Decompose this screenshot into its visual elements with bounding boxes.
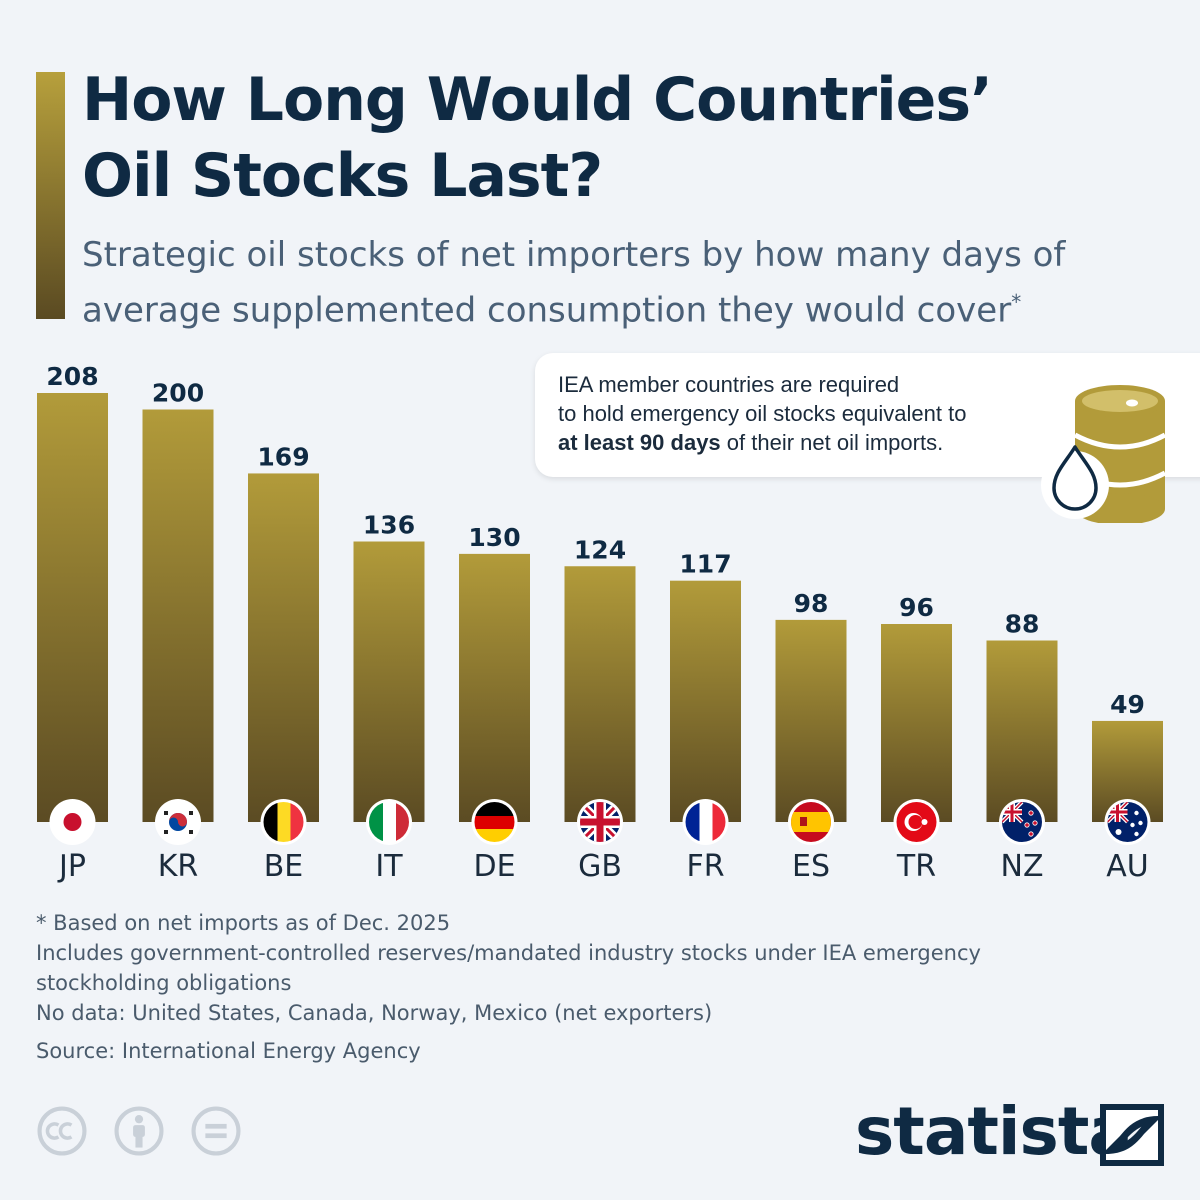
value-label-kr: 200 [152, 379, 204, 408]
bar-group-fr: 117 FR [670, 550, 741, 884]
value-label-tr: 96 [899, 593, 934, 622]
bar-group-tr: 96 TR [881, 593, 952, 884]
subtitle-footnote-mark: * [1011, 290, 1022, 314]
value-label-es: 98 [794, 589, 829, 618]
bar-it[interactable] [353, 541, 425, 823]
japan-flag-icon [49, 799, 96, 845]
value-label-au: 49 [1110, 690, 1145, 719]
bar-group-be: 169 BE [248, 442, 319, 884]
title-line-2: Oil Stocks Last? [82, 141, 603, 211]
category-label-de: DE [473, 849, 515, 884]
title-accent-bar [36, 72, 65, 319]
value-label-gb: 124 [574, 535, 626, 564]
italy-flag-icon [366, 799, 412, 845]
category-label-au: AU [1106, 849, 1148, 884]
bar-group-jp: 208 JP [37, 362, 108, 884]
value-label-fr: 117 [679, 550, 731, 579]
bar-group-kr: 200 KR [142, 379, 214, 884]
callout-line-3: of their net oil imports. [720, 430, 944, 455]
bar-group-au: 49 AU [1092, 690, 1163, 884]
license-icons [36, 1105, 262, 1157]
statista-logo-icon [1100, 1104, 1164, 1166]
category-label-tr: TR [896, 849, 936, 884]
turkey-flag-icon [893, 799, 940, 845]
callout-line-1: IEA member countries are required [558, 372, 900, 397]
bar-kr[interactable] [142, 409, 214, 823]
australia-flag-icon [1104, 799, 1151, 845]
value-label-jp: 208 [46, 362, 98, 391]
uk-flag-icon [577, 799, 623, 845]
value-label-nz: 88 [1005, 610, 1040, 639]
value-label-it: 136 [363, 511, 415, 540]
oil-barrel-icon [1041, 385, 1167, 523]
cc-icon[interactable] [36, 1105, 88, 1157]
category-label-gb: GB [578, 849, 622, 884]
new-zealand-flag-icon [999, 799, 1045, 845]
bar-group-it: 136 IT [353, 511, 425, 884]
bar-de[interactable] [459, 553, 530, 822]
south-korea-flag-icon [155, 799, 201, 845]
value-label-be: 169 [257, 442, 309, 471]
category-label-it: IT [375, 849, 403, 884]
bar-group-nz: 88 NZ [986, 610, 1058, 884]
subtitle-line-1: Strategic oil stocks of net importers by… [82, 235, 1066, 275]
category-label-nz: NZ [1001, 849, 1044, 884]
bar-es[interactable] [775, 619, 847, 822]
callout-text: IEA member countries are required to hol… [558, 370, 1058, 457]
bar-group-es: 98 ES [775, 589, 847, 884]
bar-be[interactable] [248, 473, 319, 822]
category-label-kr: KR [158, 849, 199, 884]
germany-flag-icon [471, 799, 518, 845]
footnote-3: stockholding obligations [36, 971, 292, 995]
statista-logo-wordmark[interactable]: statista [855, 1093, 1133, 1170]
callout-bold-text: at least 90 days [558, 430, 721, 455]
attribution-icon[interactable] [113, 1105, 165, 1157]
footnotes: * Based on net imports as of Dec. 2025 I… [36, 908, 1156, 1066]
category-label-be: BE [264, 849, 304, 884]
source-note: Source: International Energy Agency [36, 1039, 421, 1063]
footnote-4: No data: United States, Canada, Norway, … [36, 1001, 713, 1025]
bar-group-de: 130 DE [459, 523, 530, 884]
bar-group-gb: 124 GB [564, 535, 636, 884]
bar-gb[interactable] [564, 566, 636, 822]
category-label-fr: FR [686, 849, 724, 884]
no-derivatives-icon[interactable] [190, 1105, 242, 1157]
subtitle-line-2: average supplemented consumption they wo… [82, 290, 1012, 331]
page-subtitle: Strategic oil stocks of net importers by… [82, 232, 1182, 334]
value-label-de: 130 [468, 523, 520, 552]
bar-tr[interactable] [881, 624, 952, 822]
category-label-es: ES [792, 849, 830, 884]
bar-jp[interactable] [37, 393, 108, 822]
bar-fr[interactable] [670, 580, 741, 822]
bar-nz[interactable] [986, 640, 1058, 823]
footnote-1: * Based on net imports as of Dec. 2025 [36, 911, 451, 935]
category-label-jp: JP [57, 849, 86, 884]
title-line-1: How Long Would Countries’ [82, 65, 993, 135]
footnote-2: Includes government-controlled reserves/… [36, 941, 981, 965]
spain-flag-icon [788, 799, 834, 845]
callout-line-2: to hold emergency oil stocks equivalent … [558, 401, 967, 426]
belgium-flag-icon [260, 799, 307, 845]
bar-chart: 208JP200KR169BE136IT130DE124GB117FR98ES9… [37, 362, 1163, 884]
france-flag-icon [682, 799, 729, 845]
page-title: How Long Would Countries’ Oil Stocks Las… [82, 62, 1162, 214]
